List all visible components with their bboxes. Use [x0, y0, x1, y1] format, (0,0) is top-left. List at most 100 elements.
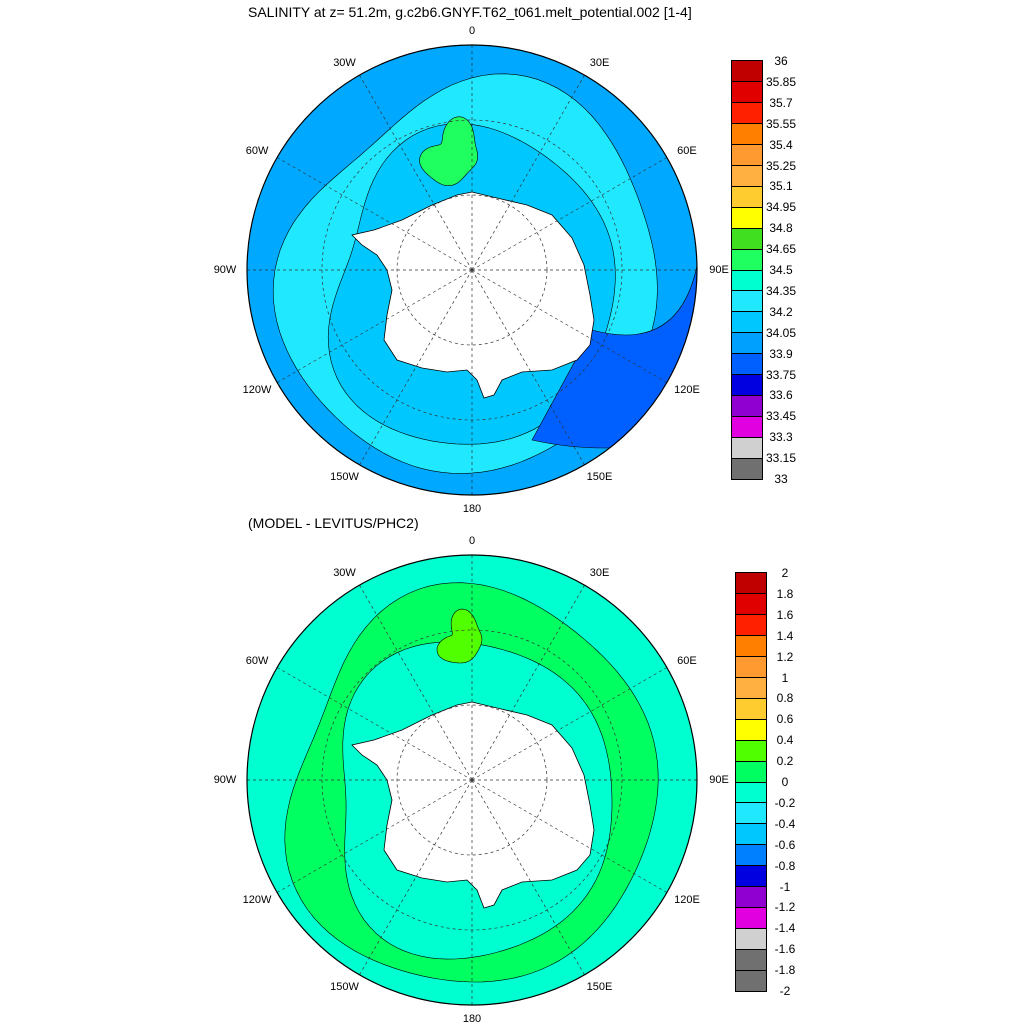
- colorbar-tick-label: -1.4: [774, 921, 796, 936]
- difference-map-group: [246, 554, 698, 1006]
- colorbar-box: [732, 207, 762, 229]
- meridian-line: [471, 667, 668, 781]
- colorbar-tick-label: -0.8: [774, 858, 796, 873]
- meridian-line: [471, 269, 585, 466]
- meridian-line: [471, 779, 668, 893]
- colorbar-tick-label: 2: [781, 566, 789, 580]
- meridian-line: [276, 779, 473, 893]
- longitude-label: 30W: [333, 567, 356, 580]
- longitude-label: 90E: [709, 774, 729, 786]
- colorbar-box: [736, 761, 766, 783]
- salinity-colorbar: [731, 60, 763, 480]
- colorbar-tick-label: 0.2: [776, 754, 794, 769]
- colorbar-box: [736, 845, 766, 867]
- longitude-label: 120E: [674, 893, 700, 906]
- colorbar-tick-label: 35.25: [765, 158, 797, 173]
- longitude-label: 60E: [677, 144, 697, 157]
- longitude-label: 150E: [586, 980, 613, 993]
- colorbar-box: [736, 971, 766, 992]
- colorbar-box: [732, 312, 762, 334]
- colorbar-box: [736, 593, 766, 615]
- colorbar-box: [736, 635, 766, 657]
- colorbar-tick-label: 0.8: [776, 691, 794, 706]
- colorbar-box: [736, 677, 766, 699]
- meridian-line: [359, 584, 473, 781]
- colorbar-tick-label: -1: [779, 879, 791, 894]
- colorbar-tick-label: 33.6: [769, 388, 793, 403]
- meridian-line: [276, 269, 473, 383]
- colorbar-tick-label: 1: [781, 670, 789, 685]
- longitude-label: 150E: [586, 470, 613, 483]
- longitude-label: 180: [462, 503, 482, 515]
- longitude-label: 180: [462, 1013, 482, 1025]
- longitude-label: 120E: [674, 383, 700, 396]
- colorbar-tick-label: 33.75: [765, 367, 797, 382]
- longitude-label: 60W: [245, 654, 269, 667]
- colorbar-box: [736, 782, 766, 804]
- meridian-line: [359, 269, 473, 466]
- longitude-label: 0: [468, 25, 476, 37]
- salinity-map-group: [246, 44, 698, 496]
- colorbar-tick-label: 34.95: [765, 200, 797, 215]
- colorbar-tick-label: 35.1: [769, 179, 793, 194]
- colorbar-tick-label: -0.2: [774, 795, 796, 810]
- bottom-map-title: (MODEL - LEVITUS/PHC2): [248, 515, 419, 531]
- colorbar-tick-label: 33.45: [765, 409, 797, 424]
- colorbar-tick-label: 34.35: [765, 283, 797, 298]
- colorbar-tick-label: 0.4: [776, 733, 794, 748]
- colorbar-box: [732, 375, 762, 397]
- difference-colorbar: [735, 572, 767, 992]
- colorbar-box: [736, 614, 766, 636]
- colorbar-tick-label: 1.8: [776, 586, 794, 601]
- longitude-label: 60E: [677, 654, 697, 667]
- meridian-line: [471, 584, 585, 781]
- colorbar-box: [732, 438, 762, 460]
- colorbar-box: [736, 656, 766, 678]
- colorbar-tick-label: 33: [774, 472, 788, 486]
- colorbar-box: [732, 459, 762, 480]
- longitude-label: 120W: [242, 383, 272, 396]
- longitude-label: 120W: [242, 893, 272, 906]
- colorbar-tick-label: 35.7: [769, 95, 793, 110]
- meridian-line: [359, 779, 473, 976]
- colorbar-box: [736, 719, 766, 741]
- meridian-line: [276, 667, 473, 781]
- longitude-label: 90E: [709, 264, 729, 276]
- colorbar-box: [732, 396, 762, 418]
- colorbar-tick-label: 33.3: [769, 430, 793, 445]
- meridian-line: [471, 269, 668, 383]
- top-map-title: SALINITY at z= 51.2m, g.c2b6.GNYF.T62_t0…: [248, 4, 692, 20]
- colorbar-tick-label: 34.05: [765, 325, 797, 340]
- colorbar-tick-label: 34.2: [769, 304, 793, 319]
- colorbar-box: [736, 908, 766, 930]
- colorbar-box: [736, 950, 766, 972]
- colorbar-tick-label: -1.8: [774, 963, 796, 978]
- ocean-contour-band: [436, 608, 483, 664]
- colorbar-tick-label: 0: [781, 775, 789, 789]
- colorbar-box: [736, 740, 766, 762]
- longitude-label: 30E: [589, 567, 610, 580]
- colorbar-box: [736, 698, 766, 720]
- colorbar-tick-label: 1.2: [776, 649, 794, 664]
- colorbar-box: [732, 123, 762, 145]
- colorbar-box: [732, 102, 762, 124]
- colorbar-box: [736, 824, 766, 846]
- colorbar-tick-label: 33.15: [765, 451, 797, 466]
- colorbar-box: [732, 165, 762, 187]
- colorbar-box: [736, 803, 766, 825]
- colorbar-box: [732, 291, 762, 313]
- longitude-label: 90W: [213, 264, 237, 276]
- colorbar-tick-label: 1.6: [776, 607, 794, 622]
- meridian-line: [471, 74, 585, 271]
- colorbar-box: [732, 144, 762, 166]
- colorbar-box: [736, 866, 766, 888]
- meridian-line: [471, 779, 585, 976]
- colorbar-tick-label: 36: [774, 54, 788, 68]
- colorbar-tick-label: 34.8: [769, 221, 793, 236]
- colorbar-tick-label: 35.55: [765, 116, 797, 131]
- colorbar-tick-label: 34.5: [769, 263, 793, 277]
- colorbar-tick-label: -0.6: [774, 837, 796, 852]
- colorbar-tick-label: 1.4: [776, 628, 794, 643]
- meridian-line: [359, 74, 473, 271]
